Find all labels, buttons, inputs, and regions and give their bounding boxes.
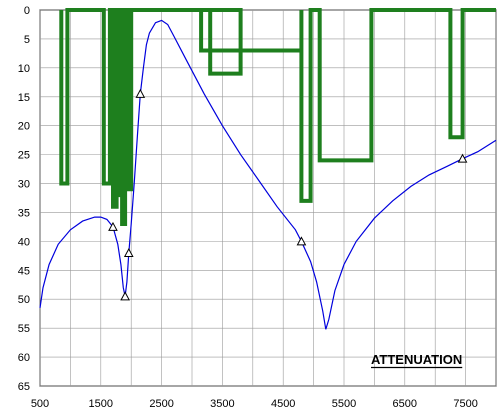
triangle-marker (108, 221, 118, 231)
x-tick-label: 1500 (89, 398, 113, 410)
triangle-marker (296, 236, 307, 246)
response-line (39, 19, 497, 330)
triangle-marker (123, 247, 134, 257)
x-tick-label: 4500 (271, 398, 295, 410)
y-tick-label: 20 (18, 121, 30, 133)
y-tick-label: 45 (18, 265, 30, 277)
y-tick-label: 30 (18, 179, 30, 191)
x-tick-label: 500 (31, 398, 49, 410)
y-tick-label: 15 (18, 92, 30, 104)
triangle-marker (120, 291, 130, 301)
chart-title-text: ATTENUATION (371, 352, 462, 367)
x-tick-label: 2500 (149, 398, 173, 410)
y-tick-label: 55 (18, 323, 30, 335)
triangle-marker (457, 153, 468, 163)
y-tick-label: 60 (18, 352, 30, 364)
y-axis-ticks: 0 5 10 15 20 25 30 35 40 45 50 55 60 65 (18, 5, 30, 393)
y-tick-label: 0 (24, 5, 30, 17)
y-tick-label: 25 (18, 150, 30, 162)
triangle-marker (135, 88, 146, 98)
y-tick-label: 5 (24, 34, 30, 46)
chart-title: ATTENUATION (371, 352, 463, 369)
y-tick-label: 35 (18, 207, 30, 219)
x-tick-label: 6500 (393, 398, 417, 410)
y-tick-label: 65 (18, 381, 30, 393)
x-axis-ticks: 500 1500 2500 3500 4500 5500 6500 7500 (31, 398, 478, 410)
mask-line (59, 8, 496, 226)
marker-group (108, 88, 468, 301)
x-tick-label: 7500 (453, 398, 477, 410)
y-tick-label: 50 (18, 294, 30, 306)
x-tick-label: 5500 (332, 398, 356, 410)
y-tick-label: 10 (18, 63, 30, 75)
response-series (39, 19, 497, 330)
mask-series (59, 8, 496, 226)
y-tick-label: 40 (18, 236, 30, 248)
x-tick-label: 3500 (210, 398, 234, 410)
